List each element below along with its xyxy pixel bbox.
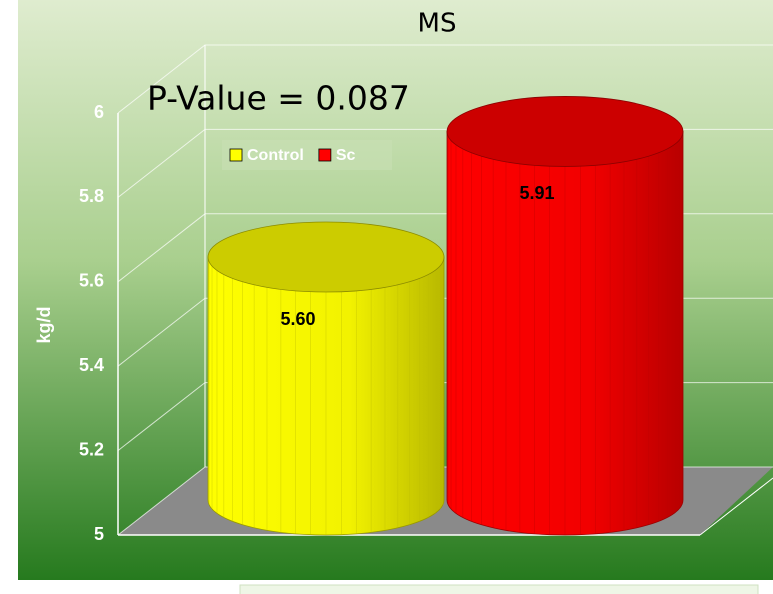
y-tick-label: 6 — [94, 102, 104, 122]
legend-box — [222, 140, 392, 170]
legend-swatch — [318, 148, 332, 162]
y-tick-label: 5 — [94, 524, 104, 544]
y-tick-label: 5.2 — [79, 439, 104, 459]
legend: Control Sc — [222, 140, 392, 170]
y-tick-label: 5.8 — [79, 186, 104, 206]
annotation: P-Value = 0.087 — [147, 79, 410, 118]
y-tick-label: 5.6 — [79, 271, 104, 291]
legend-swatch — [229, 148, 243, 162]
bar-top — [446, 96, 684, 167]
data-label: 5.91 — [519, 183, 554, 203]
y-axis-label: kg/d — [34, 306, 54, 343]
floor-edge — [699, 477, 773, 536]
grid-line — [117, 44, 773, 114]
chart-title: MS — [418, 9, 457, 39]
data-label: 5.60 — [280, 309, 315, 329]
footer-box — [239, 584, 759, 594]
legend-label: Control — [247, 147, 304, 164]
bar-top — [207, 221, 445, 293]
y-tick-label: 5.4 — [79, 355, 104, 375]
legend-label: Sc — [336, 147, 356, 164]
